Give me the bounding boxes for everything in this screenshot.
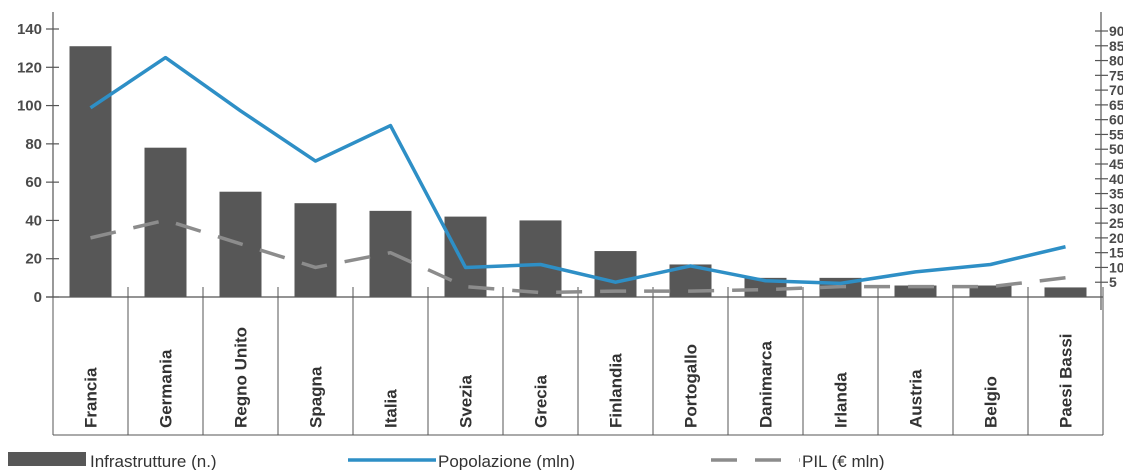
right-axis-tick-label: 35 (1109, 186, 1123, 202)
legend-swatch-infrastrutture (8, 452, 86, 466)
left-axis-tick-label: 40 (25, 212, 42, 229)
bar-spagna (294, 203, 337, 297)
right-axis-tick-label: 25 (1109, 215, 1123, 231)
left-axis-tick-label: 80 (25, 136, 42, 153)
category-label-finlandia: Finlandia (607, 353, 626, 428)
category-label-austria: Austria (907, 369, 926, 428)
axes (46, 12, 1108, 436)
popolazione-line (89, 55, 1066, 286)
right-axis-tick-label: 45 (1109, 156, 1123, 172)
right-axis-tick-label: 30 (1109, 200, 1123, 216)
category-label-paesi-bassi: Paesi Bassi (1057, 333, 1076, 428)
left-axis-tick-label: 20 (25, 251, 42, 268)
category-label-regno-unito: Regno Unito (232, 327, 251, 428)
labels: 0204060801001201405101520253035404550556… (17, 21, 1123, 428)
category-label-belgio: Belgio (982, 376, 1001, 428)
category-label-spagna: Spagna (307, 366, 326, 428)
right-axis-tick-label: 65 (1109, 97, 1123, 113)
legend-label-popolazione: Popolazione (mln) (438, 452, 575, 470)
category-label-grecia: Grecia (532, 375, 551, 428)
right-axis-tick-label: 70 (1109, 82, 1123, 98)
legend-label-pil: PIL (€ mln) (802, 452, 885, 470)
category-label-danimarca: Danimarca (757, 341, 776, 428)
right-axis-tick-label: 60 (1109, 112, 1123, 128)
right-axis-tick-label: 20 (1109, 230, 1123, 246)
category-label-italia: Italia (382, 389, 401, 428)
right-axis-tick-label: 75 (1109, 67, 1123, 83)
right-axis-tick-label: 80 (1109, 53, 1123, 69)
left-axis-tick-label: 60 (25, 174, 42, 191)
right-axis-tick-label: 85 (1109, 38, 1123, 54)
bar-francia (69, 46, 112, 297)
legend: Infrastrutture (n.) Popolazione (mln) PIL … (8, 452, 885, 470)
category-label-germania: Germania (157, 349, 176, 428)
left-axis-tick-label: 120 (17, 59, 42, 76)
right-axis-tick-label: 5 (1109, 274, 1117, 290)
bar-paesi-bassi (1044, 287, 1087, 297)
category-label-francia: Francia (82, 367, 101, 428)
pil-line (90, 218, 1066, 295)
bar-grecia (519, 220, 562, 297)
right-axis-tick-label: 90 (1109, 23, 1123, 39)
bar-belgio (969, 285, 1012, 297)
line-series (89, 55, 1066, 295)
right-axis-tick-label: 55 (1109, 126, 1123, 142)
category-label-irlanda: Irlanda (832, 372, 851, 428)
left-axis-tick-label: 140 (17, 21, 42, 38)
right-axis-tick-label: 15 (1109, 245, 1123, 261)
right-axis-tick-label: 10 (1109, 259, 1123, 275)
bar-series (69, 46, 1087, 297)
left-axis-tick-label: 0 (34, 289, 42, 306)
category-label-portogallo: Portogallo (682, 344, 701, 428)
bar-svezia (444, 216, 487, 297)
right-axis-tick-label: 40 (1109, 171, 1123, 187)
left-axis-tick-label: 100 (17, 98, 42, 115)
right-axis-tick-label: 50 (1109, 141, 1123, 157)
legend-label-infrastrutture: Infrastrutture (n.) (90, 452, 217, 470)
category-label-svezia: Svezia (457, 375, 476, 428)
bar-austria (894, 285, 937, 297)
